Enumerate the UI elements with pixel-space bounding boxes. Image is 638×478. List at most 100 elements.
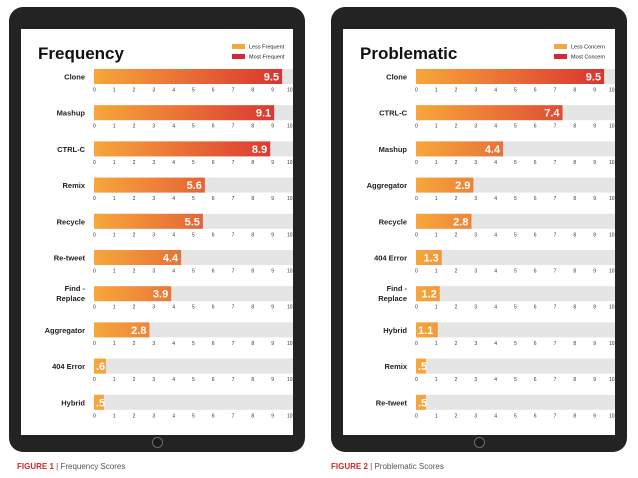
tick-label: 4 [172,269,175,275]
tick-label: 1 [435,88,438,94]
tick-label: 1 [435,232,438,238]
category-label-line: Find - [65,284,86,293]
value-label: 2.9 [455,180,470,192]
tick-label: 5 [514,269,517,275]
tick-label: 7 [232,124,235,130]
value-label: 9.5 [264,72,279,84]
tick-label: 3 [474,269,477,275]
value-label: 8.9 [252,144,267,156]
chart-screen-problematic: Problematic Less Concern Most Concern Clone… [343,29,615,435]
category-label-line: Mashup [57,109,86,118]
legend-label-high: Most Frequent [249,55,285,61]
tick-label: 7 [232,341,235,347]
tick-label: 3 [474,413,477,419]
category-label: Clone [64,73,85,82]
tick-label: 4 [172,124,175,130]
tick-label: 0 [415,160,418,166]
tick-label: 10 [609,269,615,275]
value-label: 1.1 [418,325,433,337]
tick-label: 1 [113,124,116,130]
tick-label: 1 [435,124,438,130]
tick-label: 7 [232,160,235,166]
tick-label: 6 [212,377,215,383]
tick-label: 4 [172,196,175,202]
bar [94,358,106,374]
bar-row: Re-tweet 4.4 0 1 2 3 4 5 6 7 8 9 10 [54,250,293,275]
tick-label: 4 [494,377,497,383]
tick-label: 1 [113,232,116,238]
bar [94,105,275,121]
tick-label: 8 [573,124,576,130]
tick-label: 0 [93,196,96,202]
tick-label: 10 [287,196,293,202]
tick-label: 8 [573,305,576,311]
tick-label: 8 [573,413,576,419]
bar [416,213,472,229]
category-label: Remix [384,362,407,371]
tick-label: 3 [474,341,477,347]
category-label: Aggregator [45,326,86,335]
category-label: 404 Error [374,254,407,263]
category-label-line: CTRL-C [379,109,407,118]
legend-swatch-high [554,54,567,59]
tick-label: 7 [554,413,557,419]
tick-label: 10 [609,413,615,419]
bar-row: Clone 9.5 0 1 2 3 4 5 6 7 8 9 10 [386,69,615,94]
tick-label: 6 [212,413,215,419]
tick-label: 3 [474,196,477,202]
bar-track [416,394,615,410]
category-label-line: Find - [387,284,408,293]
bar [416,394,426,410]
tick-label: 6 [534,413,537,419]
bar-row: Find -Replace 1.20 1 2 3 4 5 6 7 8 9 10 [378,284,615,311]
bar [94,69,283,84]
home-button-icon [474,437,485,448]
bar [94,394,104,410]
tick-label: 1 [113,305,116,311]
tick-label: 7 [554,269,557,275]
tick-label: 4 [172,341,175,347]
tick-label: 3 [474,377,477,383]
tick-label: 4 [494,232,497,238]
value-label: .5 [96,397,105,409]
tick-label: 6 [534,341,537,347]
tick-label: 2 [455,341,458,347]
tick-label: 10 [609,377,615,383]
tick-label: 10 [609,341,615,347]
tick-label: 2 [133,160,136,166]
bar [94,286,172,302]
tick-label: 3 [474,160,477,166]
category-label-line: Aggregator [367,181,408,190]
tick-label: 10 [287,124,293,130]
bar [94,250,182,265]
tick-label: 7 [554,88,557,94]
tick-label: 4 [494,341,497,347]
tick-label: 2 [133,269,136,275]
bar-row: Recycle 5.5 0 1 2 3 4 5 6 7 8 9 10 [57,213,293,238]
tick-label: 2 [455,413,458,419]
tick-label: 0 [415,305,418,311]
bar [94,141,271,157]
tick-label: 8 [251,377,254,383]
tick-label: 2 [133,232,136,238]
tick-label: 9 [271,341,274,347]
chart-screen-frequency: Frequency Less Frequent Most Frequent Clone… [21,29,293,435]
tick-label: 1 [435,160,438,166]
tick-label: 2 [455,88,458,94]
legend-label-low: Less Concern [571,45,605,51]
tick-label: 7 [554,377,557,383]
tick-label: 2 [455,305,458,311]
figure-caption-1: FIGURE 1 | Frequency Scores [17,462,125,471]
category-label-line: Recycle [379,217,407,226]
tick-label: 4 [494,305,497,311]
tick-label: 4 [172,160,175,166]
category-label-line: Aggregator [45,326,86,335]
bar-row: Clone 9.5 0 1 2 3 4 5 6 7 8 9 10 [64,69,293,94]
value-label: 9.1 [256,108,271,120]
category-label-line: Remix [384,362,407,371]
tick-label: 2 [455,269,458,275]
tick-label: 3 [152,305,155,311]
value-label: .5 [418,397,427,409]
tick-label: 0 [93,232,96,238]
tick-label: 6 [534,269,537,275]
